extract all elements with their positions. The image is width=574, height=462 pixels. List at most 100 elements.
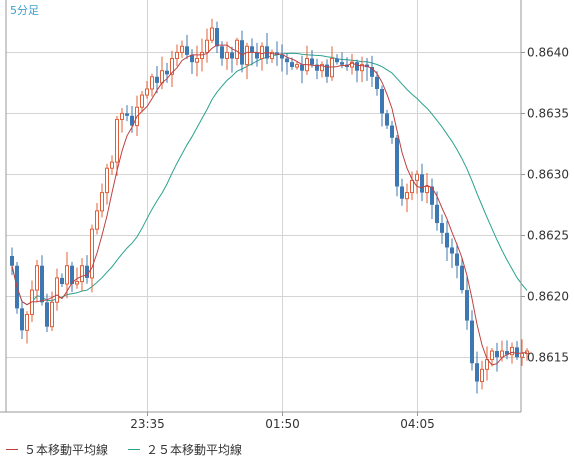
- candle-body-up: [410, 179, 414, 194]
- candle-body-down: [325, 64, 329, 77]
- candle-body-down: [190, 54, 194, 63]
- candle-body-up: [55, 277, 59, 303]
- candle-body-down: [220, 46, 224, 59]
- candle-body-up: [90, 228, 94, 279]
- candle-body-up: [525, 350, 529, 354]
- candle-body-down: [370, 67, 374, 77]
- candle-body-down: [155, 76, 159, 83]
- candle-body-down: [230, 52, 234, 59]
- candle-body-up: [200, 51, 204, 60]
- y-tick-label: 0.8615: [527, 351, 569, 365]
- legend-swatch-ma25: [128, 448, 141, 450]
- legend-label-ma5: ５本移動平均線: [24, 442, 109, 457]
- grid-lines: [6, 0, 525, 416]
- candle-body-down: [315, 64, 319, 71]
- candle-body-down: [435, 204, 439, 224]
- candle-body-up: [120, 112, 124, 120]
- candle-body-down: [10, 255, 14, 266]
- candle-body-up: [510, 346, 514, 356]
- candle-body-down: [375, 76, 379, 89]
- y-tick-label: 0.8620: [527, 290, 569, 304]
- candle-body-up: [485, 359, 489, 370]
- y-axis-ticks: 0.8640 0.8635 0.8630 0.8625 0.8620 0.8615: [527, 46, 569, 365]
- chart-legend: ５本移動平均線 ２５本移動平均線: [0, 436, 574, 462]
- candle-body-down: [335, 58, 339, 63]
- candle-body-down: [70, 265, 74, 285]
- candle-body-down: [20, 308, 24, 331]
- candle-body-up: [160, 70, 164, 84]
- legend-label-ma25: ２５本移動平均線: [146, 442, 243, 457]
- candle-body-up: [50, 301, 54, 328]
- candle-body-up: [415, 173, 419, 181]
- candle-body-down: [185, 46, 189, 55]
- candle-body-down: [495, 351, 499, 358]
- candle-body-down: [515, 347, 519, 358]
- ma25-line: [11, 52, 528, 306]
- candle-body-up: [425, 185, 429, 194]
- candle-body-down: [390, 125, 394, 138]
- candle-body-up: [145, 88, 149, 96]
- candle-body-up: [35, 265, 39, 291]
- x-axis-ticks: 23:35 01:50 04:05: [130, 417, 435, 431]
- legend-item-ma25: ２５本移動平均線: [128, 441, 242, 458]
- candle-body-down: [255, 52, 259, 59]
- y-tick-label: 0.8625: [527, 229, 569, 243]
- candle-body-down: [470, 320, 474, 364]
- candle-body-up: [330, 58, 334, 78]
- candle-body-up: [405, 192, 409, 200]
- candle-body-up: [80, 265, 84, 283]
- ma5-line: [11, 44, 527, 366]
- ma25-polyline: [11, 52, 528, 306]
- candle-body-up: [210, 27, 214, 41]
- candle-body-up: [140, 94, 144, 108]
- candle-body-down: [240, 40, 244, 65]
- candle-body-down: [505, 351, 509, 355]
- x-tick-label: 04:05: [400, 417, 435, 431]
- candle-body-up: [490, 350, 494, 361]
- candle-body-down: [130, 115, 134, 126]
- candle-body-down: [285, 58, 289, 63]
- candle-body-down: [250, 46, 254, 53]
- y-tick-label: 0.8630: [527, 168, 569, 182]
- candle-body-up: [65, 265, 69, 285]
- candle-body-down: [380, 88, 384, 114]
- x-tick-label: 01:50: [265, 417, 300, 431]
- candle-body-up: [150, 76, 154, 90]
- candle-body-down: [165, 70, 169, 75]
- candle-body-down: [385, 113, 389, 126]
- candle-body-up: [170, 58, 174, 75]
- candle-body-up: [225, 51, 229, 60]
- legend-swatch-ma5: [6, 448, 18, 450]
- candle-body-up: [235, 39, 239, 60]
- x-tick-label: 23:35: [130, 417, 165, 431]
- candle-body-up: [75, 281, 79, 285]
- candle-body-up: [350, 61, 354, 68]
- legend-item-ma5: ５本移動平均線: [6, 441, 108, 458]
- ma5-polyline: [11, 44, 527, 366]
- candle-body-up: [105, 167, 109, 194]
- candle-body-down: [340, 62, 344, 65]
- candle-body-up: [500, 350, 504, 358]
- candle-body-up: [270, 51, 274, 60]
- candle-body-up: [180, 45, 184, 53]
- candle-body-up: [360, 64, 364, 72]
- candle-body-down: [60, 277, 64, 285]
- candle-body-down: [40, 265, 44, 303]
- candle-body-down: [300, 64, 304, 71]
- candle-body-down: [215, 28, 219, 47]
- candle-body-up: [320, 64, 324, 72]
- candle-body-down: [125, 113, 129, 116]
- candle-body-up: [260, 45, 264, 60]
- timeframe-label: 5分足: [10, 4, 39, 17]
- candle-body-up: [245, 45, 249, 66]
- y-tick-label: 0.8640: [527, 46, 569, 60]
- candle-body-up: [25, 313, 29, 331]
- candle-body-down: [450, 247, 454, 254]
- candle-body-down: [465, 290, 469, 321]
- candle-body-down: [400, 186, 404, 199]
- candle-body-up: [110, 161, 114, 169]
- candle-body-down: [45, 302, 49, 327]
- candle-body-up: [95, 210, 99, 230]
